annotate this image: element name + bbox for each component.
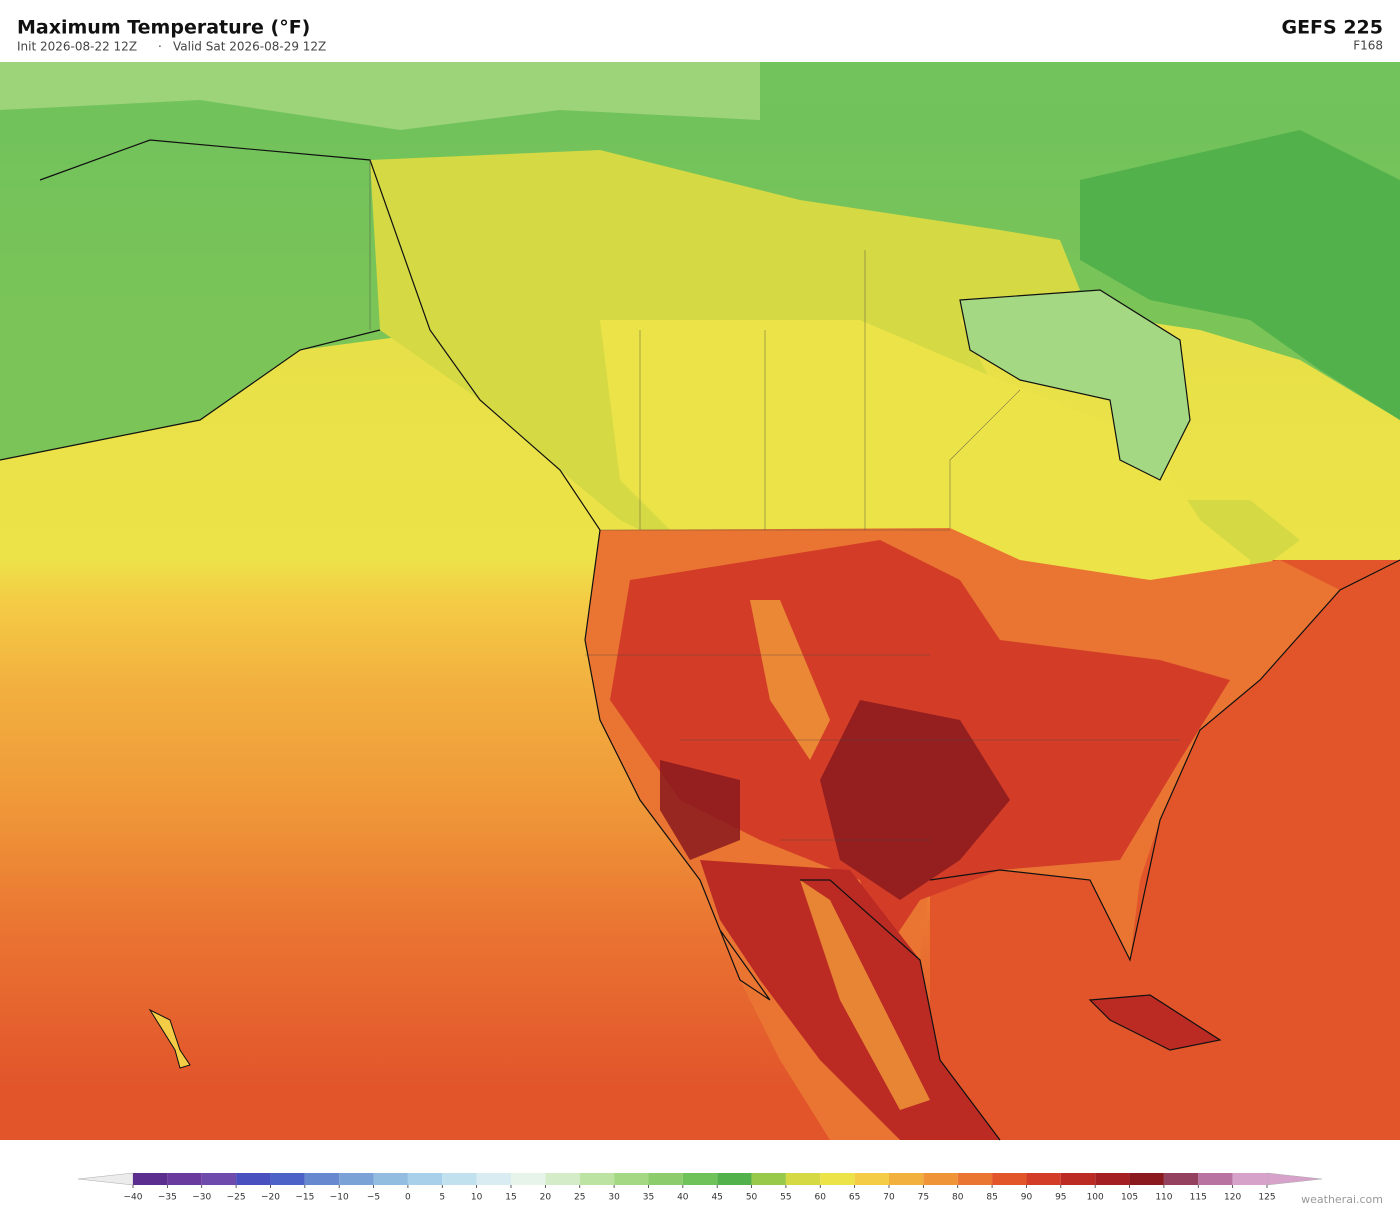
colorbar-tick-label: 25 bbox=[574, 1193, 585, 1203]
colorbar-segment bbox=[304, 1173, 340, 1185]
colorbar-segment bbox=[579, 1173, 615, 1185]
watermark: weatherai.com bbox=[1301, 1193, 1383, 1206]
colorbar-tick-label: −35 bbox=[158, 1193, 177, 1203]
map-title: Maximum Temperature (°F) bbox=[17, 17, 310, 39]
colorbar-segment bbox=[167, 1173, 202, 1185]
colorbar-segment bbox=[1129, 1173, 1164, 1185]
colorbar-segment bbox=[373, 1173, 408, 1185]
colorbar-segment bbox=[682, 1173, 718, 1185]
colorbar-segment bbox=[236, 1173, 271, 1185]
separator: · bbox=[158, 40, 162, 54]
colorbar-tick-label: 5 bbox=[439, 1193, 445, 1203]
colorbar-segment bbox=[1095, 1173, 1130, 1185]
colorbar-segment bbox=[442, 1173, 477, 1185]
colorbar-segment bbox=[820, 1173, 855, 1185]
colorbar-segment bbox=[339, 1173, 374, 1185]
hudson-bay bbox=[960, 290, 1190, 480]
model-run: GEFS 225 bbox=[1281, 17, 1383, 39]
hawaii bbox=[148, 1008, 191, 1069]
colorbar-tick-label: 85 bbox=[986, 1193, 997, 1203]
colorbar-segment bbox=[1026, 1173, 1061, 1185]
forecast-hour: F168 bbox=[1353, 39, 1383, 53]
colorbar-segment bbox=[889, 1173, 924, 1185]
colorbar-tick-label: 10 bbox=[471, 1193, 483, 1203]
colorbar-segment bbox=[201, 1173, 237, 1185]
colorbar-segment bbox=[545, 1173, 580, 1185]
colorbar-tick-label: 60 bbox=[815, 1193, 827, 1203]
map bbox=[0, 62, 1400, 1141]
colorbar-segment bbox=[785, 1173, 821, 1185]
colorbar-tick-label: 120 bbox=[1224, 1193, 1241, 1203]
colorbar-tick-label: 105 bbox=[1121, 1193, 1138, 1203]
hot-core bbox=[660, 700, 1010, 900]
colorbar-segment bbox=[270, 1173, 305, 1185]
colorbar-tick-label: −10 bbox=[330, 1193, 349, 1203]
colorbar-segment bbox=[854, 1173, 889, 1185]
colorbar-tick-label: 20 bbox=[540, 1193, 552, 1203]
colorbar-tick-label: 80 bbox=[952, 1193, 964, 1203]
colorbar-tick-label: 115 bbox=[1190, 1193, 1207, 1203]
colorbar-segment bbox=[751, 1173, 786, 1185]
colorbar-tick-label: 45 bbox=[711, 1193, 722, 1203]
valid-time: Valid Sat 2026-08-29 12Z bbox=[173, 40, 326, 54]
colorbar-tick-label: 100 bbox=[1087, 1193, 1104, 1203]
colorbar-under bbox=[77, 1172, 134, 1186]
colorbar-tick-label: −25 bbox=[227, 1193, 246, 1203]
colorbar-tick-label: 75 bbox=[918, 1193, 929, 1203]
borders bbox=[369, 160, 1180, 841]
colorbar-tick-label: −20 bbox=[261, 1193, 280, 1203]
highland-field bbox=[750, 600, 930, 1110]
colorbar-segment bbox=[511, 1173, 546, 1185]
cuba-field bbox=[1090, 995, 1220, 1050]
colorbar-tick-label: 125 bbox=[1258, 1193, 1275, 1203]
colorbar-segment bbox=[407, 1173, 443, 1185]
colorbar-tick-label: 30 bbox=[608, 1193, 620, 1203]
colorbar-tick-label: 110 bbox=[1155, 1193, 1172, 1203]
colorbar-segment bbox=[1060, 1173, 1096, 1185]
colorbar-segment bbox=[1232, 1173, 1267, 1185]
colorbar-tick-label: −40 bbox=[124, 1193, 143, 1203]
colorbar-tick-label: −15 bbox=[295, 1193, 314, 1203]
colorbar-segment bbox=[1198, 1173, 1233, 1185]
colorbar-tick-label: −5 bbox=[367, 1193, 380, 1203]
colorbar-segment bbox=[614, 1173, 649, 1185]
colorbar-segment bbox=[957, 1173, 993, 1185]
colorbar-tick-label: 35 bbox=[643, 1193, 654, 1203]
colorbar-tick-label: 15 bbox=[505, 1193, 516, 1203]
colorbar-segment bbox=[133, 1173, 168, 1185]
labrador-field bbox=[1080, 130, 1400, 420]
colorbar-tick-label: 95 bbox=[1055, 1193, 1066, 1203]
colorbar-tick-label: 40 bbox=[677, 1193, 689, 1203]
colorbar-tick-label: 90 bbox=[1021, 1193, 1033, 1203]
colorbar-tick-label: 55 bbox=[780, 1193, 791, 1203]
colorbar-segment bbox=[992, 1173, 1027, 1185]
colorbar-tick-label: 0 bbox=[405, 1193, 411, 1203]
colorbar-tick-label: 50 bbox=[746, 1193, 758, 1203]
colorbar-tick-label: −30 bbox=[192, 1193, 211, 1203]
colorbar-segment bbox=[648, 1173, 683, 1185]
colorbar-over bbox=[1266, 1172, 1323, 1186]
colorbar-tick-label: 65 bbox=[849, 1193, 860, 1203]
colorbar-segment bbox=[923, 1173, 958, 1185]
colorbar-segment bbox=[1163, 1173, 1199, 1185]
init-time: Init 2026-08-22 12Z bbox=[17, 40, 137, 54]
colorbar-segment bbox=[476, 1173, 511, 1185]
arctic-ocean bbox=[0, 62, 760, 130]
colorbar-tick-label: 70 bbox=[883, 1193, 895, 1203]
colorbar-segment bbox=[717, 1173, 752, 1185]
colorbar: −40 −35 −30 −25 −20 −15 −10 −5 0 5 10 15 20 25 30 35 40 4… bbox=[77, 1172, 1323, 1203]
